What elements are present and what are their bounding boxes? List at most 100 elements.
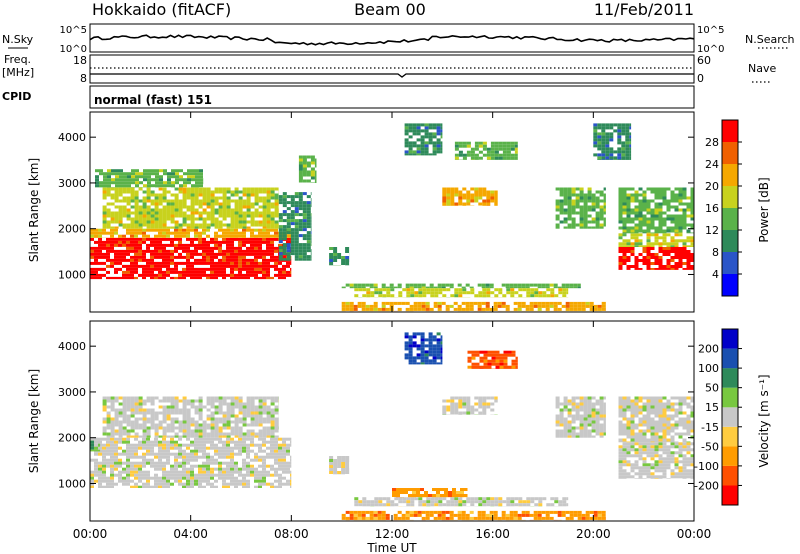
velocity-panel: 1000 2000 3000 4000 Slant Range [km] 00:00 0… [27, 112, 771, 554]
power-colorbar-tick-label: 20 [705, 180, 719, 193]
velocity-colorbar-tick-label: -200 [694, 479, 719, 492]
noise-right-tick-bottom: 10^0 [697, 44, 724, 55]
power-colorbar-label: Power [dB] [757, 177, 771, 242]
nave-label: Nave [748, 62, 776, 75]
noise-left-label: N.Sky [2, 33, 34, 46]
power-colorbar-swatch [722, 120, 738, 142]
nave-tick-bottom: 0 [697, 72, 704, 85]
velocity-region [467, 350, 518, 369]
x-tick-label: 04:00 [173, 527, 208, 541]
power-colorbar-tick-label: 12 [705, 224, 719, 237]
velocity-ytick-label: 4000 [58, 340, 86, 353]
x-tick-label: 16:00 [475, 527, 510, 541]
station-title: Hokkaido (fitACF) [92, 0, 231, 19]
nave-tick-top: 60 [697, 54, 711, 67]
power-colorbar-tick-label: 24 [705, 158, 719, 171]
velocity-colorbar-tick-label: -15 [701, 421, 719, 434]
power-panel: 1000 2000 3000 4000 Slant Range [km] 4 8 12 16… [27, 111, 771, 313]
velocity-region [341, 510, 606, 521]
velocity-region [555, 396, 606, 438]
power-colorbar-swatch [722, 274, 738, 296]
power-ytick-label: 3000 [58, 177, 86, 190]
freq-trace [90, 73, 694, 78]
beam-title: Beam 00 [354, 0, 426, 19]
velocity-colorbar-swatch [722, 446, 738, 466]
freq-tick-top: 18 [73, 54, 87, 67]
power-colorbar-swatch [722, 164, 738, 186]
velocity-colorbar-tick-label: -50 [701, 440, 719, 453]
velocity-ytick-label: 1000 [58, 477, 86, 490]
velocity-region [90, 437, 101, 452]
velocity-colorbar-swatch [722, 368, 738, 388]
velocity-region [102, 396, 279, 438]
cpid-label: CPID [2, 90, 31, 103]
x-axis-label: Time UT [366, 541, 417, 554]
power-ytick-label: 2000 [58, 223, 86, 236]
velocity-colorbar-tick-label: -100 [694, 460, 719, 473]
velocity-region [618, 442, 694, 479]
velocity-ytick-label: 3000 [58, 386, 86, 399]
velocity-colorbar-swatch [722, 348, 738, 369]
velocity-colorbar-tick-label: 100 [698, 362, 719, 375]
x-tick-label: 08:00 [274, 527, 309, 541]
power-region [618, 247, 694, 270]
power-colorbar-swatch [722, 230, 738, 252]
freq-panel: Freq. [MHz] 18 8 60 0 Nave [2, 53, 776, 85]
noise-left-tick-bottom: 10^0 [60, 44, 87, 55]
velocity-colorbar-frame [721, 328, 739, 506]
power-region [329, 247, 350, 266]
x-tick-label: 00:00 [677, 527, 712, 541]
power-region [341, 283, 581, 289]
velocity-colorbar-swatch [722, 426, 738, 447]
x-tick-label: 00:00 [73, 527, 108, 541]
noise-left-tick-top: 10^5 [60, 25, 87, 36]
power-region [618, 233, 694, 247]
freq-label-1: Freq. [4, 53, 31, 66]
power-region [618, 187, 694, 234]
velocity-colorbar-tick-label: 200 [698, 343, 719, 356]
power-region [102, 187, 279, 229]
velocity-colorbar-tick-label: 50 [705, 382, 719, 395]
freq-label-2: [MHz] [2, 66, 34, 79]
freq-tick-bottom: 8 [80, 72, 87, 85]
noise-right-tick-top: 10^5 [697, 25, 724, 36]
cpid-panel: CPID normal (fast) 151 [2, 85, 695, 109]
power-region [555, 187, 606, 229]
power-colorbar-swatch [722, 142, 738, 164]
x-tick-label: 20:00 [576, 527, 611, 541]
power-colorbar-swatch [722, 186, 738, 208]
power-region [298, 155, 317, 183]
power-region [95, 169, 204, 188]
power-y-axis-label: Slant Range [km] [27, 158, 41, 262]
power-region [90, 237, 292, 280]
power-region [90, 228, 292, 238]
date-title: 11/Feb/2011 [594, 0, 694, 19]
power-colorbar-tick-label: 16 [705, 202, 719, 215]
noise-sky-trace [89, 34, 695, 46]
velocity-colorbar-swatch [722, 329, 738, 349]
velocity-region [354, 497, 569, 507]
x-tick-label: 12:00 [375, 527, 410, 541]
velocity-region [90, 437, 292, 488]
power-region [278, 192, 312, 261]
cpid-value: normal (fast) 151 [94, 93, 212, 107]
power-region [354, 288, 569, 298]
power-region [404, 123, 443, 156]
velocity-colorbar-tick-label: 15 [705, 401, 719, 414]
velocity-colorbar-swatch [722, 465, 738, 486]
noise-right-label: N.Search [745, 33, 795, 46]
velocity-region [404, 332, 443, 365]
power-colorbar-tick-label: 4 [712, 268, 719, 281]
velocity-colorbar-label: Velocity [m s⁻¹] [757, 374, 771, 467]
velocity-ytick-label: 2000 [58, 432, 86, 445]
velocity-region [329, 456, 350, 475]
power-region [454, 141, 518, 160]
velocity-region [618, 396, 694, 443]
noise-panel: N.Sky 10^5 10^0 10^5 10^0 N.Search [2, 23, 795, 55]
power-colorbar-swatch [722, 252, 738, 274]
velocity-colorbar-swatch [722, 407, 738, 427]
velocity-region [442, 396, 498, 415]
power-colorbar-tick-label: 8 [712, 246, 719, 259]
power-ytick-label: 1000 [58, 268, 86, 281]
